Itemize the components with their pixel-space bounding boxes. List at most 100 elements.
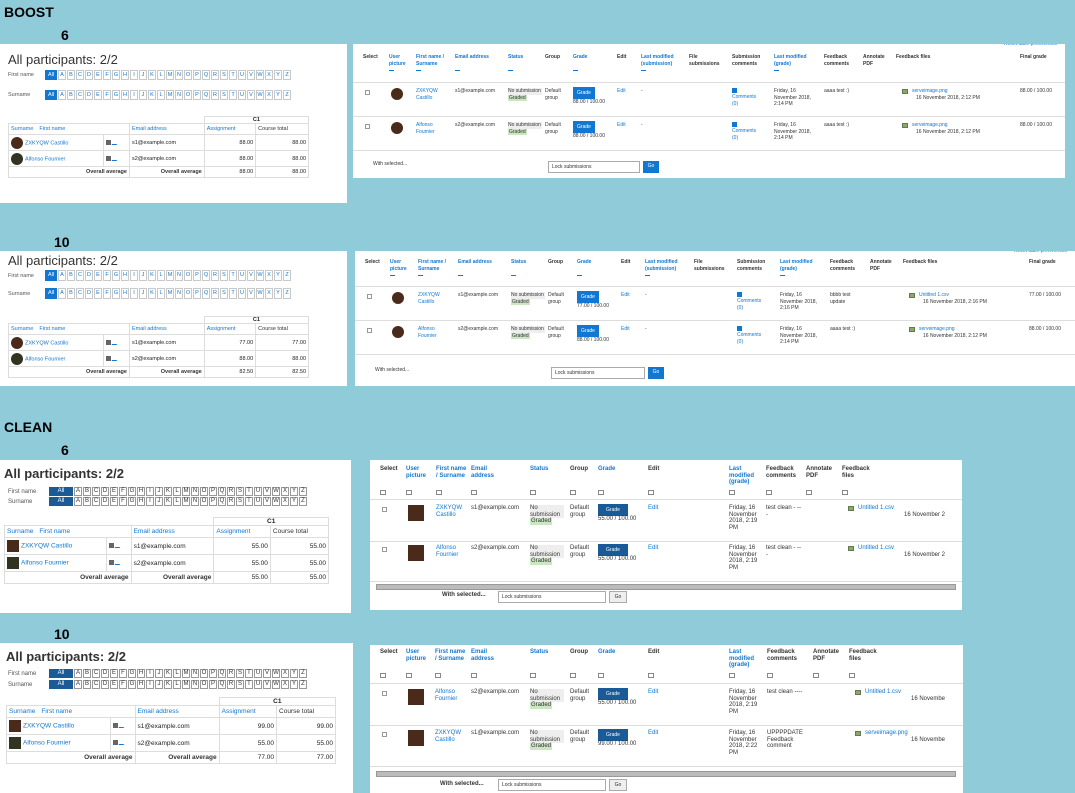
filter-letter-button[interactable]: Y	[274, 270, 282, 281]
grade-button[interactable]: Grade	[598, 544, 628, 556]
filter-letter-button[interactable]: W	[272, 669, 280, 678]
filter-letter-button[interactable]: E	[110, 669, 118, 678]
filter-letter-button[interactable]: Y	[290, 669, 298, 678]
filter-letter-button[interactable]: J	[155, 497, 163, 506]
filter-letter-button[interactable]: X	[281, 680, 289, 689]
filter-letter-button[interactable]: M	[182, 487, 190, 496]
filter-letter-button[interactable]: Z	[299, 680, 307, 689]
filter-letter-button[interactable]: X	[281, 487, 289, 496]
surname-firstname-header[interactable]: Surname First name	[6, 705, 136, 718]
student-name-cell[interactable]: Alfonso Fournier	[7, 150, 105, 167]
filter-letter-button[interactable]: A	[58, 270, 66, 281]
surname-firstname-header[interactable]: Surname First name	[4, 525, 132, 538]
filter-letter-button[interactable]: M	[166, 288, 174, 299]
student-name-link[interactable]: ZXKYQW Castillo	[436, 505, 463, 518]
filter-letter-button[interactable]: K	[164, 669, 172, 678]
select-checkbox[interactable]	[382, 732, 387, 737]
filter-letter-button[interactable]: Y	[274, 70, 282, 80]
surname-firstname-header[interactable]: Surname First name	[8, 123, 130, 135]
filter-letter-button[interactable]: Z	[283, 270, 291, 281]
filter-letter-button[interactable]: V	[247, 70, 255, 80]
edit-menu[interactable]: Edit	[617, 122, 626, 128]
email-header[interactable]: Email address	[134, 705, 220, 718]
lastmodgrade-header[interactable]: Last modified (grade)	[774, 54, 807, 67]
filter-letter-button[interactable]: E	[94, 270, 102, 281]
status-header[interactable]: Status	[530, 649, 549, 655]
edit-pencil-icon[interactable]	[114, 543, 123, 549]
filter-letter-button[interactable]: T	[229, 270, 237, 281]
filter-letter-button[interactable]: H	[121, 270, 129, 281]
picture-header[interactable]: User picture	[389, 54, 406, 67]
filter-letter-button[interactable]: E	[110, 497, 118, 506]
user-picture[interactable]	[391, 88, 403, 100]
surname-sort-link[interactable]: Surname	[9, 708, 36, 715]
filter-letter-button[interactable]: C	[76, 288, 84, 299]
student-name-link[interactable]: ZXKYQW Castillo	[416, 88, 438, 101]
collapse-icon[interactable]	[511, 275, 516, 276]
picture-header[interactable]: User picture	[406, 466, 427, 479]
filter-letter-button[interactable]: E	[94, 288, 102, 299]
user-picture[interactable]	[391, 122, 403, 134]
student-name-cell[interactable]: Alfonso Fournier	[7, 350, 105, 367]
filter-letter-button[interactable]: F	[119, 487, 127, 496]
filter-letter-button[interactable]: S	[236, 680, 244, 689]
filter-all-button[interactable]: All	[49, 680, 73, 689]
surname-sort-link[interactable]: Surname	[11, 326, 34, 332]
plus-icon[interactable]	[732, 122, 737, 127]
student-name-cell[interactable]: Alfonso Fournier	[6, 734, 111, 752]
name-header[interactable]: First name / Surname	[418, 259, 447, 272]
filter-letter-button[interactable]: V	[263, 680, 271, 689]
horizontal-scrollbar[interactable]	[376, 584, 956, 590]
grade-button[interactable]: Grade	[577, 325, 599, 337]
filter-letter-button[interactable]: C	[92, 497, 100, 506]
student-name-cell[interactable]: ZXKYQW Castillo	[7, 334, 105, 351]
filter-letter-button[interactable]: K	[148, 270, 156, 281]
filter-letter-button[interactable]: E	[94, 90, 102, 100]
filter-letter-button[interactable]: N	[191, 669, 199, 678]
grade-button[interactable]: Grade	[577, 291, 599, 303]
collapse-icon[interactable]	[380, 490, 386, 495]
filter-letter-button[interactable]: I	[146, 669, 154, 678]
filter-letter-button[interactable]: X	[281, 669, 289, 678]
filter-letter-button[interactable]: G	[112, 90, 120, 100]
filter-letter-button[interactable]: O	[200, 497, 208, 506]
filter-letter-button[interactable]: H	[121, 70, 129, 80]
filter-letter-button[interactable]: G	[128, 669, 136, 678]
surname-sort-link[interactable]: Surname	[7, 528, 34, 535]
report-icon[interactable]	[108, 560, 114, 566]
filter-letter-button[interactable]: D	[101, 487, 109, 496]
filter-letter-button[interactable]: J	[139, 90, 147, 100]
filter-letter-button[interactable]: Q	[202, 288, 210, 299]
filter-letter-button[interactable]: L	[157, 70, 165, 80]
filter-letter-button[interactable]: B	[83, 497, 91, 506]
filter-letter-button[interactable]: A	[74, 497, 82, 506]
filter-letter-button[interactable]: N	[175, 90, 183, 100]
email-header[interactable]: Email address	[128, 123, 205, 135]
filter-letter-button[interactable]: A	[58, 288, 66, 299]
report-icon[interactable]	[106, 355, 112, 361]
filter-letter-button[interactable]: P	[209, 669, 217, 678]
go-button[interactable]: Go	[643, 161, 659, 173]
submission-comments-link[interactable]: Comments (0)	[732, 128, 757, 141]
filter-letter-button[interactable]: M	[182, 497, 190, 506]
feedback-file-link[interactable]: Untitled 1.csv	[858, 545, 895, 551]
collapse-icon[interactable]	[577, 275, 582, 276]
filter-letter-button[interactable]: I	[130, 288, 138, 299]
collapse-icon[interactable]	[766, 490, 772, 495]
assignment-grade-cell[interactable]: 55.00	[213, 554, 271, 572]
filter-letter-button[interactable]: M	[182, 669, 190, 678]
collapse-icon[interactable]	[508, 70, 513, 71]
filter-letter-button[interactable]: V	[247, 270, 255, 281]
collapse-icon[interactable]	[641, 70, 646, 71]
plus-icon[interactable]	[737, 292, 742, 297]
filter-letter-button[interactable]: N	[191, 680, 199, 689]
select-checkbox[interactable]	[382, 691, 387, 696]
student-name-cell[interactable]: ZXKYQW Castillo	[4, 537, 107, 555]
edit-menu[interactable]: Edit	[648, 730, 659, 736]
edit-pencil-icon[interactable]	[111, 139, 120, 145]
filter-letter-button[interactable]: G	[128, 680, 136, 689]
collapse-icon[interactable]	[435, 673, 441, 678]
lastmodgrade-header[interactable]: Last modified (grade)	[729, 466, 754, 485]
filter-letter-button[interactable]: Z	[283, 70, 291, 80]
filter-letter-button[interactable]: G	[128, 487, 136, 496]
